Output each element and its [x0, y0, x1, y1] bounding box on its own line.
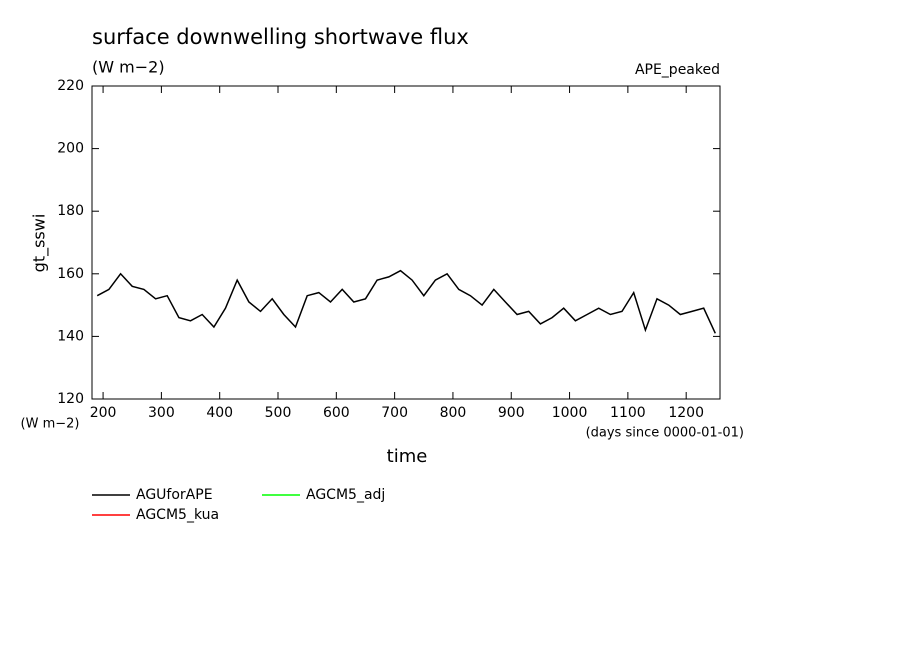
x-tick-label: 500 [265, 405, 292, 421]
y-axis-label: gt_sswi [30, 214, 50, 273]
x-axis-label: time [387, 446, 428, 467]
x-tick-label: 700 [381, 405, 408, 421]
data-line [96, 269, 716, 334]
y-tick-label: 120 [57, 391, 84, 407]
x-tick-label: 600 [323, 405, 350, 421]
y-unit: (W m−2) [21, 417, 80, 432]
x-tick-label: 800 [440, 405, 467, 421]
chart-subtitle: (W m−2) [92, 58, 165, 77]
y-tick-label: 180 [57, 203, 84, 219]
x-tick-label: 1200 [668, 405, 704, 421]
y-tick-label: 220 [57, 78, 84, 94]
legend-label: AGCM5_adj [306, 487, 385, 503]
y-tick-label: 200 [57, 141, 84, 157]
plot-frame [91, 85, 721, 400]
y-tick-label: 140 [57, 328, 84, 344]
x-tick-label: 1100 [610, 405, 646, 421]
x-tick-label: 400 [206, 405, 233, 421]
chart-title: surface downwelling shortwave flux [92, 25, 469, 49]
x-unit: (days since 0000-01-01) [586, 426, 744, 441]
y-tick-label: 160 [57, 266, 84, 282]
legend-label: AGUforAPE [136, 487, 213, 503]
x-tick-label: 1000 [552, 405, 588, 421]
x-tick-label: 200 [90, 405, 117, 421]
annotation: APE_peaked [635, 62, 720, 78]
x-tick-label: 300 [148, 405, 175, 421]
x-tick-label: 900 [498, 405, 525, 421]
legend-label: AGCM5_kua [136, 507, 219, 523]
